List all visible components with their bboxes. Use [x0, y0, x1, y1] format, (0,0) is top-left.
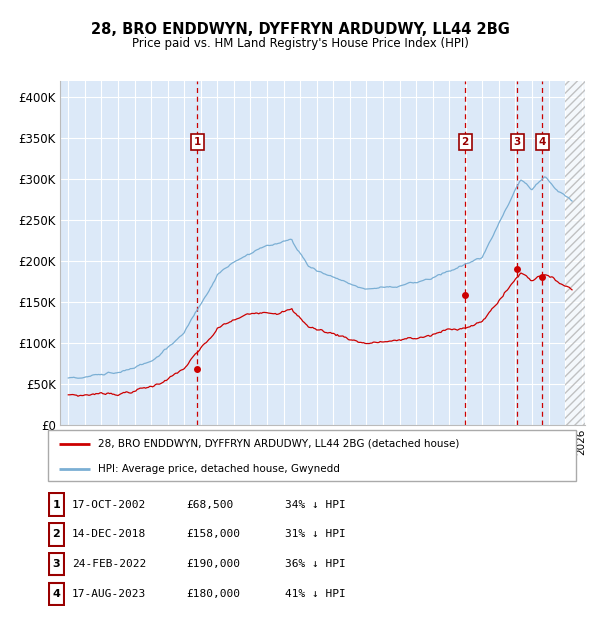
Text: 4: 4 — [52, 589, 61, 599]
Text: 2: 2 — [461, 137, 469, 147]
FancyBboxPatch shape — [49, 494, 64, 516]
FancyBboxPatch shape — [49, 583, 64, 605]
Text: 1: 1 — [53, 500, 60, 510]
Text: £68,500: £68,500 — [186, 500, 233, 510]
Text: 17-OCT-2002: 17-OCT-2002 — [72, 500, 146, 510]
Text: 4: 4 — [539, 137, 546, 147]
Text: 17-AUG-2023: 17-AUG-2023 — [72, 589, 146, 599]
Text: 36% ↓ HPI: 36% ↓ HPI — [285, 559, 346, 569]
Text: 31% ↓ HPI: 31% ↓ HPI — [285, 529, 346, 539]
Bar — [565, 81, 600, 425]
FancyBboxPatch shape — [48, 430, 576, 480]
Text: 3: 3 — [514, 137, 521, 147]
FancyBboxPatch shape — [49, 523, 64, 546]
Text: £190,000: £190,000 — [186, 559, 240, 569]
Text: 24-FEB-2022: 24-FEB-2022 — [72, 559, 146, 569]
Text: 28, BRO ENDDWYN, DYFFRYN ARDUDWY, LL44 2BG (detached house): 28, BRO ENDDWYN, DYFFRYN ARDUDWY, LL44 2… — [98, 439, 460, 449]
Text: Price paid vs. HM Land Registry's House Price Index (HPI): Price paid vs. HM Land Registry's House … — [131, 37, 469, 50]
Text: 28, BRO ENDDWYN, DYFFRYN ARDUDWY, LL44 2BG: 28, BRO ENDDWYN, DYFFRYN ARDUDWY, LL44 2… — [91, 22, 509, 37]
Text: 1: 1 — [194, 137, 201, 147]
Text: 34% ↓ HPI: 34% ↓ HPI — [285, 500, 346, 510]
Text: HPI: Average price, detached house, Gwynedd: HPI: Average price, detached house, Gwyn… — [98, 464, 340, 474]
Text: 41% ↓ HPI: 41% ↓ HPI — [285, 589, 346, 599]
Text: 14-DEC-2018: 14-DEC-2018 — [72, 529, 146, 539]
FancyBboxPatch shape — [49, 553, 64, 575]
Text: £158,000: £158,000 — [186, 529, 240, 539]
Text: £180,000: £180,000 — [186, 589, 240, 599]
Text: 2: 2 — [53, 529, 60, 539]
Text: 3: 3 — [53, 559, 60, 569]
